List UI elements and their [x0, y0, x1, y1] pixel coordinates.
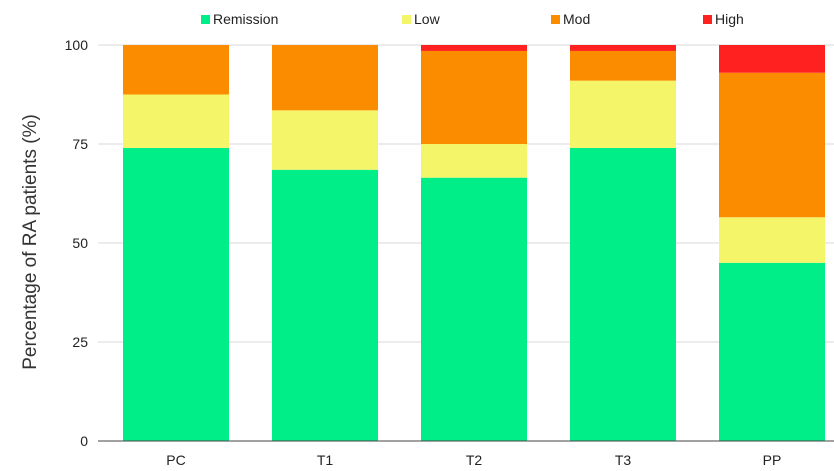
legend-label-mod: Mod	[563, 11, 590, 27]
bar-segment-remission-pp	[719, 262, 825, 441]
x-axis-ticks: PC T1 T2 T3 PP	[166, 452, 781, 468]
bars	[123, 45, 825, 442]
y-tick-label: 50	[72, 235, 88, 251]
legend: Remission Low Mod High	[201, 11, 744, 27]
legend-swatch-mod	[551, 15, 560, 24]
bar-segment-mod-pp	[719, 72, 825, 218]
x-tick-label: T3	[615, 452, 632, 468]
y-tick-label: 75	[72, 136, 88, 152]
bar-segment-low-pp	[719, 217, 825, 263]
bar-segment-mod-t1	[272, 45, 378, 111]
legend-label-remission: Remission	[213, 11, 278, 27]
bar-segment-remission-t3	[570, 147, 676, 441]
bar-segment-mod-t3	[570, 50, 676, 81]
legend-swatch-remission	[201, 15, 210, 24]
legend-label-high: High	[715, 11, 744, 27]
bar-segment-mod-t2	[421, 50, 527, 144]
bar-segment-high-t2	[421, 45, 527, 51]
y-tick-label: 100	[65, 37, 89, 53]
x-tick-label: T1	[317, 452, 334, 468]
legend-label-low: Low	[414, 11, 441, 27]
x-tick-label: PC	[166, 452, 185, 468]
y-axis-ticks: 0 25 50 75 100	[65, 37, 89, 449]
y-tick-label: 25	[72, 334, 88, 350]
x-tick-label: T2	[466, 452, 483, 468]
bar-segment-mod-pc	[123, 45, 229, 95]
bar-segment-low-t2	[421, 144, 527, 178]
bar-segment-remission-t1	[272, 169, 378, 442]
legend-swatch-low	[402, 15, 411, 24]
bar-segment-high-t3	[570, 45, 676, 51]
y-tick-label: 0	[80, 433, 88, 449]
legend-swatch-high	[703, 15, 712, 24]
bar-segment-high-pp	[719, 45, 825, 73]
bar-segment-remission-t2	[421, 177, 527, 441]
bar-segment-remission-pc	[123, 147, 229, 441]
bar-segment-low-t1	[272, 110, 378, 170]
y-axis-label: Percentage of RA patients (%)	[20, 114, 41, 370]
x-tick-label: PP	[763, 452, 782, 468]
bar-segment-low-t3	[570, 80, 676, 148]
bar-segment-low-pc	[123, 94, 229, 148]
